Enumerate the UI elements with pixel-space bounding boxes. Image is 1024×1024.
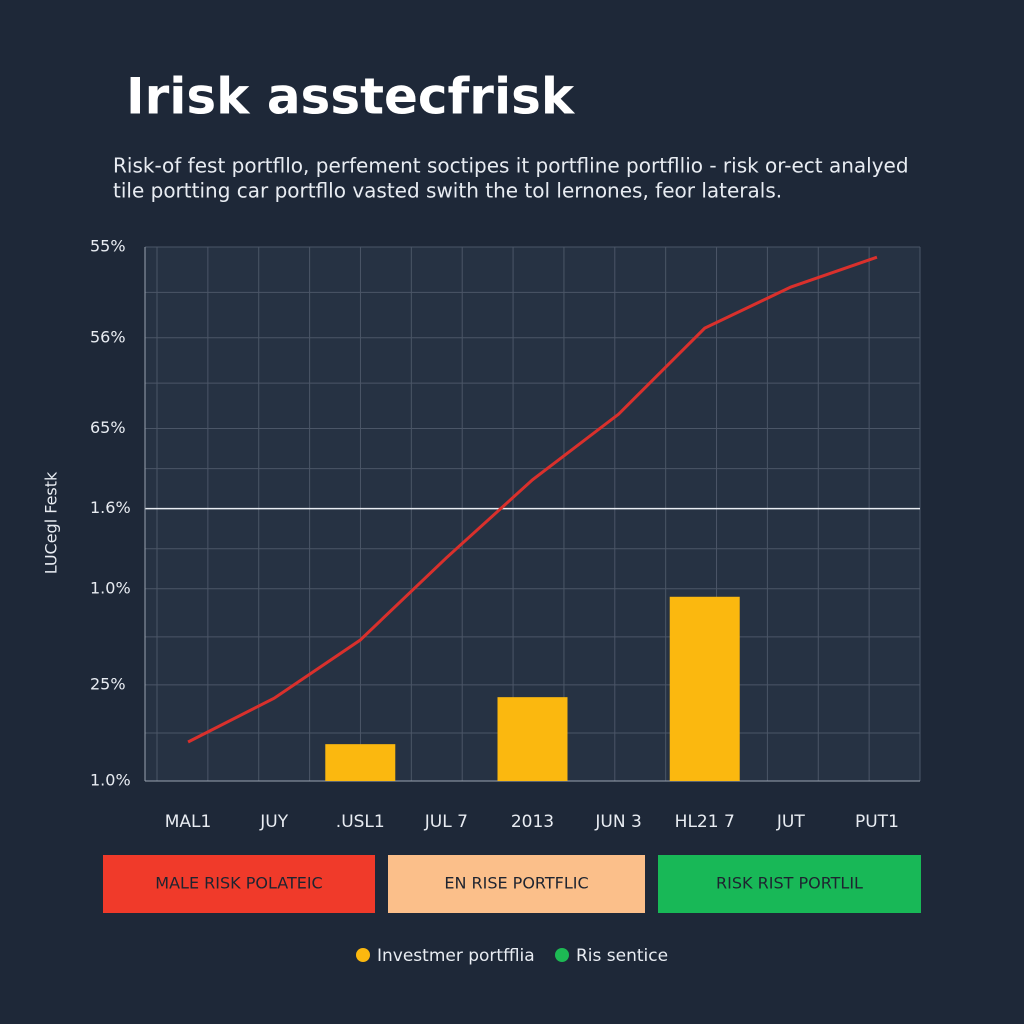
legend-label: Ris sentice — [576, 946, 668, 966]
line — [187, 255, 878, 744]
chart-title: Irisk asstecfrisk — [126, 68, 576, 126]
legend-label: Investmer portfflia — [377, 946, 535, 966]
x-tick-label: .USL1 — [336, 812, 385, 832]
plot-area — [145, 247, 920, 781]
y-axis-label: LUCegl Festk — [42, 471, 61, 574]
y-tick-label: 56% — [90, 327, 126, 346]
bar — [325, 744, 396, 781]
subtitle-line: tile portting car portfllo vasted swith … — [113, 179, 782, 203]
bar — [669, 596, 740, 781]
y-tick-label: 1.6% — [90, 498, 131, 517]
y-tick-label: 55% — [90, 237, 126, 256]
x-tick-label: 2013 — [511, 812, 554, 832]
x-tick-label: JUY — [259, 812, 288, 832]
button-label[interactable]: RISK RIST PORTLIL — [716, 874, 863, 893]
subtitle-line: Risk-of fest portfllo, perfement soctipe… — [113, 154, 909, 178]
y-tick-label: 65% — [90, 418, 126, 437]
button[interactable] — [103, 855, 375, 913]
button[interactable] — [388, 855, 645, 913]
x-tick-label: JUN 3 — [594, 812, 641, 832]
button-label[interactable]: MALE RISK POLATEIC — [155, 874, 322, 893]
x-tick-label: JUT — [776, 812, 805, 832]
x-tick-label: HL21 7 — [675, 812, 735, 832]
x-tick-label: MAL1 — [165, 812, 212, 832]
legend-swatch — [555, 948, 569, 962]
y-tick-label: 1.0% — [90, 771, 131, 790]
bar — [497, 697, 568, 781]
button-label[interactable]: EN RISE PORTFLIC — [444, 874, 588, 893]
x-tick-label: JUL 7 — [424, 812, 468, 832]
x-tick-label: PUT1 — [855, 812, 899, 832]
y-tick-label: 1.0% — [90, 578, 131, 597]
y-tick-label: 25% — [90, 674, 126, 693]
legend-swatch — [356, 948, 370, 962]
button[interactable] — [658, 855, 921, 913]
